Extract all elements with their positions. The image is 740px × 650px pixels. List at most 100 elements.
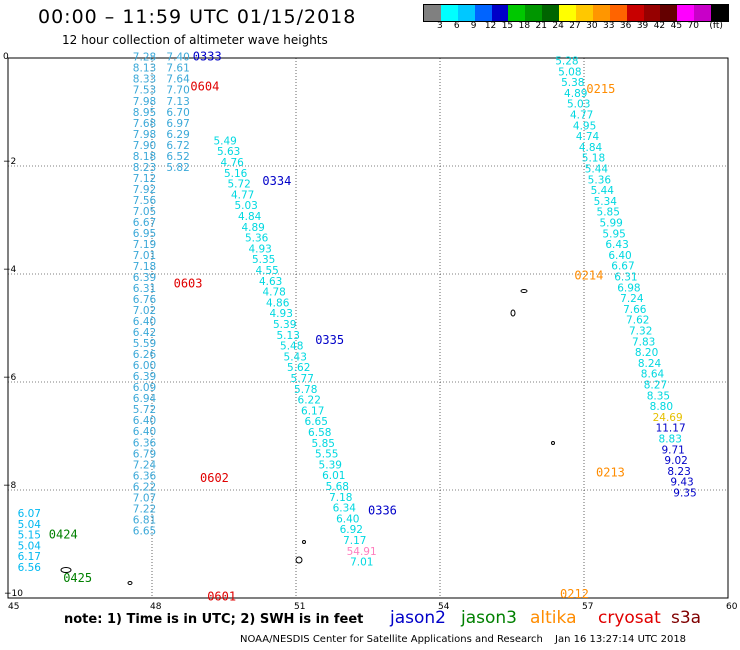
- wave-height-value: 7.70: [166, 85, 189, 97]
- wave-height-value: 5.55: [315, 449, 338, 461]
- wave-height-value: 5.36: [588, 174, 612, 186]
- wave-height-value: 11.17: [656, 423, 686, 435]
- y-tick-label: −10: [4, 589, 23, 599]
- color-swatch: [711, 5, 729, 21]
- wave-height-value: 5.63: [217, 146, 240, 158]
- island-outline: [295, 556, 303, 564]
- color-tick-label: 12: [484, 21, 497, 31]
- units-note: note: 1) Time is in UTC; 2) SWH is in fe…: [64, 612, 364, 627]
- wave-height-value: 6.70: [166, 107, 189, 119]
- color-swatch: [424, 5, 441, 21]
- wave-height-value: 7.32: [629, 325, 652, 337]
- wave-height-value: 5.15: [18, 530, 41, 542]
- color-tick-label: 33: [603, 21, 615, 31]
- wave-height-value: 6.43: [605, 239, 628, 251]
- color-swatch: [508, 5, 526, 21]
- wave-height-value: 4.93: [270, 308, 293, 320]
- wave-height-value: 7.05: [133, 206, 156, 218]
- wave-height-value: 6.72: [166, 140, 189, 152]
- legend-jason3: jason3: [461, 608, 517, 628]
- wave-height-value: 6.40: [133, 415, 156, 427]
- pass-label-0604: 0604: [190, 79, 219, 93]
- wave-height-value: 6.00: [133, 360, 156, 372]
- color-swatch: [525, 5, 543, 21]
- wave-height-value: 7.22: [133, 503, 156, 515]
- footer-credit: NOAA/NESDIS Center for Satellite Applica…: [240, 634, 543, 645]
- wave-height-value: 5.36: [245, 233, 269, 245]
- page-title: 00:00 – 11:59 UTC 01/15/2018: [38, 6, 357, 28]
- wave-height-value: 7.17: [343, 535, 366, 547]
- island-outline: [127, 581, 133, 585]
- wave-height-value: 5.04: [18, 519, 42, 531]
- island-outline: [520, 289, 528, 293]
- wave-height-value: 7.13: [166, 96, 189, 108]
- wave-height-value: 9.02: [664, 455, 687, 467]
- wave-height-value: 7.68: [133, 118, 156, 130]
- color-tick-label: (ft): [709, 21, 723, 31]
- x-tick-label: 54: [438, 602, 450, 612]
- wave-height-value: 5.18: [582, 153, 605, 165]
- y-tick-label: −6: [3, 373, 17, 383]
- color-tick-label: 27: [569, 21, 581, 31]
- wave-height-value: 5.78: [294, 384, 317, 396]
- wave-height-value: 5.95: [602, 228, 625, 240]
- wave-height-value: 6.40: [608, 250, 631, 262]
- wave-height-value: 8.64: [641, 369, 665, 381]
- wave-height-value: 6.34: [333, 503, 357, 515]
- wave-height-value: 4.77: [570, 109, 593, 121]
- color-tick-label: 42: [653, 21, 666, 31]
- wave-height-value: 7.18: [329, 492, 352, 504]
- wave-height-value: 5.68: [326, 481, 349, 493]
- wave-height-value: 4.89: [564, 88, 587, 100]
- color-tick-label: 70: [687, 21, 699, 31]
- wave-height-value: 7.02: [133, 305, 156, 317]
- wave-height-value: 5.43: [284, 351, 307, 363]
- color-tick-label: 21: [535, 21, 547, 31]
- wave-height-value: 7.12: [133, 173, 156, 185]
- wave-height-value: 5.85: [312, 438, 335, 450]
- wave-height-value: 8.83: [659, 433, 682, 445]
- wave-height-value: 6.39: [133, 272, 156, 284]
- y-tick-label: −4: [3, 265, 17, 275]
- wave-height-value: 7.61: [166, 63, 189, 75]
- pass-label-0213: 0213: [596, 466, 625, 480]
- color-swatch: [457, 5, 475, 21]
- wave-height-value: 4.84: [579, 142, 603, 154]
- wave-height-value: 5.04: [18, 540, 42, 552]
- legend-altika: altika: [530, 608, 577, 628]
- wave-height-value: 6.98: [617, 282, 640, 294]
- wave-height-value: 7.64: [166, 74, 190, 86]
- wave-height-value: 6.31: [133, 283, 156, 295]
- color-swatch: [559, 5, 577, 21]
- wave-height-value: 6.40: [336, 513, 359, 525]
- color-swatch: [626, 5, 644, 21]
- wave-height-value: 8.27: [644, 379, 667, 391]
- wave-height-value: 7.28: [133, 52, 156, 64]
- wave-height-value: 7.83: [632, 336, 655, 348]
- wave-height-value: 6.22: [133, 481, 156, 493]
- wave-height-value: 5.49: [213, 135, 236, 147]
- color-tick-label: 36: [619, 21, 632, 31]
- wave-height-value: 7.62: [626, 315, 649, 327]
- pass-label-0424: 0424: [49, 528, 78, 542]
- wave-height-value: 6.26: [133, 349, 157, 361]
- page-subtitle: 12 hour collection of altimeter wave hei…: [62, 33, 328, 47]
- wave-height-value: 4.77: [231, 189, 254, 201]
- legend-s3a: s3a: [671, 608, 702, 628]
- wave-height-value: 8.35: [647, 390, 670, 402]
- color-tick-label: 6: [453, 21, 460, 31]
- wave-height-value: 5.13: [277, 330, 300, 342]
- y-tick-label: −2: [3, 157, 16, 167]
- wave-height-value: 6.40: [133, 426, 156, 438]
- wave-height-value: 8.13: [133, 63, 156, 75]
- wave-height-value: 6.40: [133, 316, 156, 328]
- wave-height-value: 4.63: [259, 276, 282, 288]
- footer-timestamp: Jan 16 13:27:14 UTC 2018: [555, 634, 687, 645]
- wave-height-value: 6.39: [133, 371, 156, 383]
- wave-height-value: 5.03: [567, 99, 590, 111]
- wave-height-value: 8.23: [133, 162, 156, 174]
- color-swatch: [609, 5, 627, 21]
- pass-label-0212: 0212: [560, 587, 589, 601]
- wave-height-value: 7.01: [350, 557, 373, 569]
- color-tick-label: 30: [586, 21, 598, 31]
